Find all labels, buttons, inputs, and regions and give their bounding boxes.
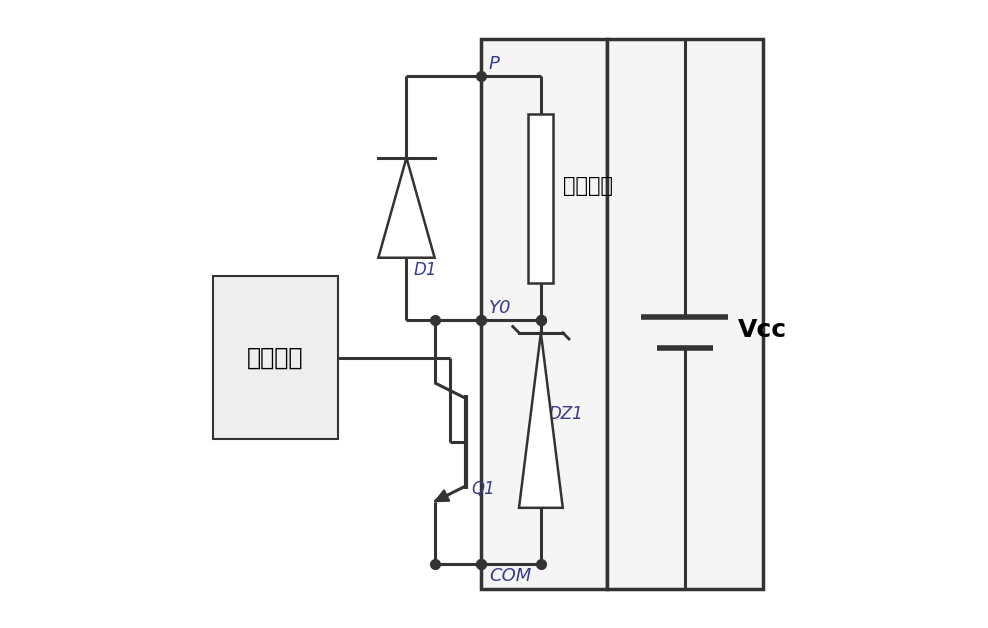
Text: P: P (489, 55, 500, 73)
Text: DZ1: DZ1 (548, 405, 583, 423)
Bar (529, 114, 553, 283)
Text: D1: D1 (414, 261, 438, 279)
Text: Y0: Y0 (489, 299, 512, 317)
Polygon shape (435, 490, 450, 502)
Text: COM: COM (489, 567, 532, 585)
Polygon shape (378, 158, 435, 257)
Polygon shape (519, 333, 563, 508)
Bar (212, 276, 338, 439)
Text: 感性负载: 感性负载 (563, 176, 613, 196)
Bar (481, 39, 607, 589)
Bar (607, 39, 763, 589)
Text: 控制单元: 控制单元 (247, 346, 303, 370)
Text: Q1: Q1 (471, 480, 495, 497)
Text: Vcc: Vcc (738, 318, 787, 342)
